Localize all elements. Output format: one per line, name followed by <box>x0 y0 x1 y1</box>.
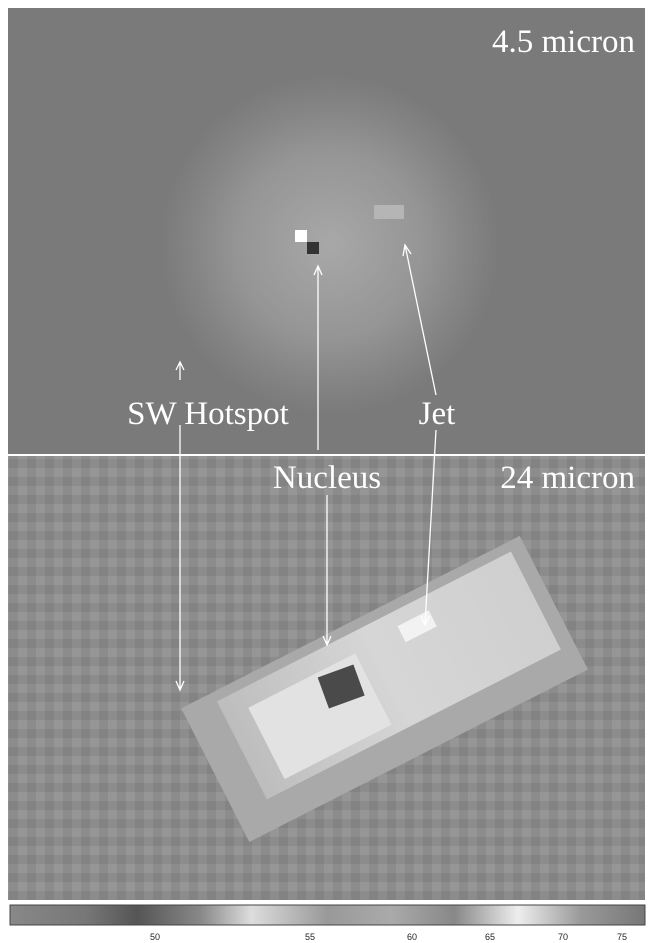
nucleus-spot <box>307 242 319 254</box>
colorbar-tick-label: 60 <box>407 932 417 942</box>
annotation: Jet <box>419 396 456 432</box>
colorbar-tick-label: 55 <box>305 932 315 942</box>
annotation: SW Hotspot <box>127 396 289 432</box>
panel-label: 4.5 micron <box>492 24 635 60</box>
nucleus-dark <box>317 664 365 709</box>
arrows <box>175 243 437 692</box>
halo <box>160 75 500 415</box>
panel-label: 24 micron <box>500 460 635 496</box>
nucleus-spot <box>295 230 307 242</box>
colorbar-tick-label: 75 <box>617 932 627 942</box>
colorbar <box>9 904 646 926</box>
annotation: Nucleus <box>273 460 381 496</box>
colorbar-tick-label: 65 <box>485 932 495 942</box>
jet-spot <box>374 205 404 219</box>
colorbar-tick-label: 70 <box>558 932 568 942</box>
colorbar-ticks: 50 55 60 65 70 75 <box>150 932 627 942</box>
colorbar-tick-label: 50 <box>150 932 160 942</box>
